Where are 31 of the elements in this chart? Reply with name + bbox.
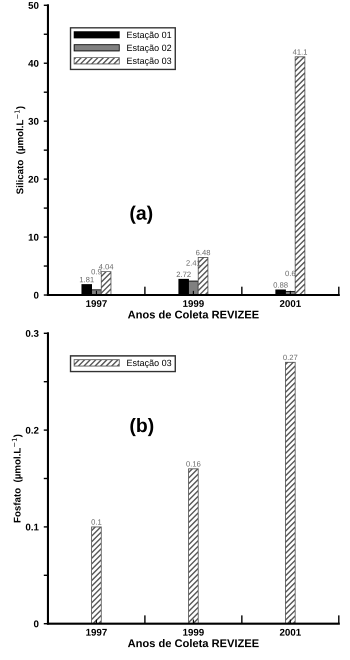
y-tick-label: 30	[28, 118, 39, 125]
y-tick-label: 40	[28, 60, 39, 67]
x-tick-label: 1999	[183, 628, 204, 636]
legend-label: Estação 03	[127, 360, 172, 368]
legend-label: Estação 01	[127, 32, 172, 40]
bar	[188, 468, 199, 624]
y-axis-title: Silicato (µmol.L$^{−1}$)	[14, 106, 26, 194]
y-tick-label: 10	[28, 234, 39, 241]
x-tick-label: 1999	[183, 300, 204, 308]
x-axis-title: Anos de Coleta REVIZEE	[128, 639, 259, 648]
bar	[285, 362, 296, 624]
y-tick-label: 0.1	[26, 524, 39, 531]
y-tick-label: 20	[28, 176, 39, 183]
y-tick-label: 0.3	[26, 330, 39, 337]
bar	[294, 56, 306, 296]
y-tick-label: 0.2	[26, 426, 39, 434]
x-axis-title: Anos de Coleta REVIZEE	[128, 310, 259, 318]
annotation: (a)	[130, 206, 152, 224]
y-tick-label: 50	[28, 2, 39, 9]
y-tick-label: 0	[34, 292, 39, 299]
bar	[100, 271, 112, 296]
annotation: (b)	[130, 418, 154, 436]
x-tick-label: 2001	[280, 628, 301, 636]
y-tick-label: 0	[34, 620, 39, 628]
x-tick-label: 1997	[86, 300, 107, 308]
legend-label: Estação 03	[127, 57, 172, 66]
x-tick-label: 2001	[280, 300, 301, 308]
bar	[91, 526, 102, 624]
y-axis-title: Fosfato (µmol.L$^{−1}$)	[12, 434, 23, 522]
x-tick-label: 1997	[86, 628, 107, 636]
legend-label: Estação 02	[127, 44, 172, 53]
